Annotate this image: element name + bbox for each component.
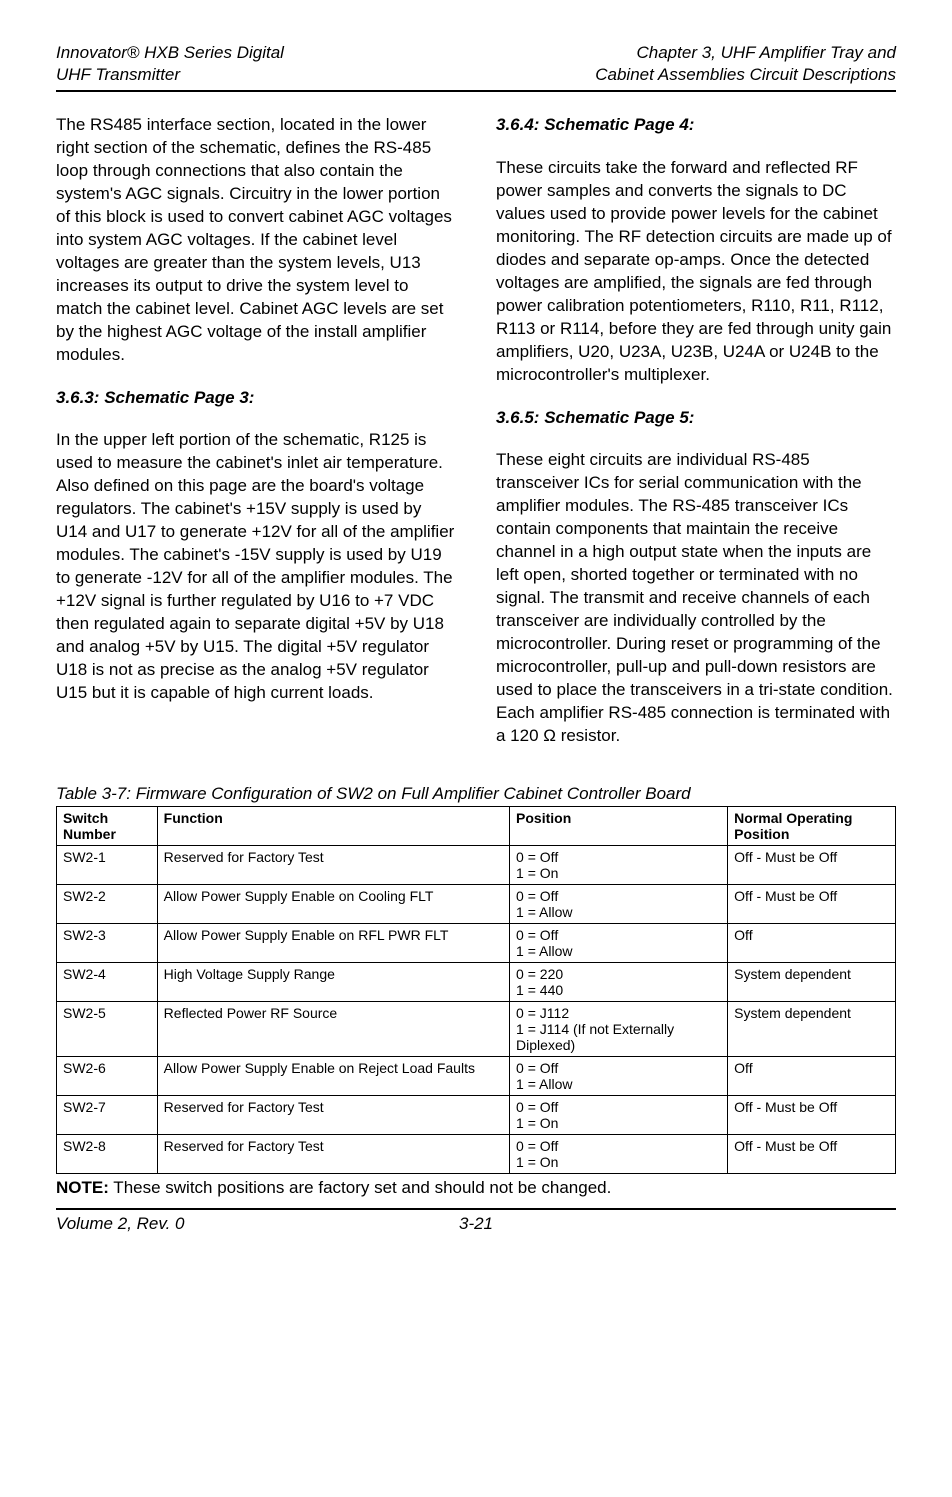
footer-rule <box>56 1208 896 1210</box>
para-3-6-5: These eight circuits are individual RS-4… <box>496 449 896 747</box>
header-left-line2: UHF Transmitter <box>56 65 180 84</box>
cell-sw: SW2-5 <box>57 1001 158 1056</box>
note: NOTE: These switch positions are factory… <box>56 1178 896 1198</box>
cell-pos: 0 = Off1 = On <box>510 1134 728 1173</box>
th-function: Function <box>157 806 509 845</box>
table-row: SW2-8 Reserved for Factory Test 0 = Off1… <box>57 1134 896 1173</box>
cell-norm: Off - Must be Off <box>728 1134 896 1173</box>
para-rs485: The RS485 interface section, located in … <box>56 114 456 366</box>
footer-page-number: 3-21 <box>336 1214 616 1234</box>
cell-sw: SW2-1 <box>57 845 158 884</box>
table-body: SW2-1 Reserved for Factory Test 0 = Off1… <box>57 845 896 1173</box>
para-3-6-4: These circuits take the forward and refl… <box>496 157 896 386</box>
note-text: These switch positions are factory set a… <box>109 1178 611 1197</box>
heading-3-6-4: 3.6.4: Schematic Page 4: <box>496 114 896 137</box>
sw2-config-table: Switch Number Function Position Normal O… <box>56 806 896 1174</box>
cell-pos: 0 = Off1 = Allow <box>510 923 728 962</box>
header-left: Innovator® HXB Series Digital UHF Transm… <box>56 42 284 86</box>
cell-pos: 0 = Off1 = On <box>510 845 728 884</box>
header-rule <box>56 90 896 92</box>
cell-fn: High Voltage Supply Range <box>157 962 509 1001</box>
table-row: SW2-3 Allow Power Supply Enable on RFL P… <box>57 923 896 962</box>
table-row: SW2-4 High Voltage Supply Range 0 = 2201… <box>57 962 896 1001</box>
footer-right <box>616 1214 896 1234</box>
header-right-line1: Chapter 3, UHF Amplifier Tray and <box>637 43 897 62</box>
footer-left: Volume 2, Rev. 0 <box>56 1214 336 1234</box>
th-position: Position <box>510 806 728 845</box>
right-column: 3.6.4: Schematic Page 4: These circuits … <box>496 114 896 767</box>
body-columns: The RS485 interface section, located in … <box>56 114 896 767</box>
table-row: SW2-6 Allow Power Supply Enable on Rejec… <box>57 1056 896 1095</box>
cell-sw: SW2-3 <box>57 923 158 962</box>
cell-fn: Reserved for Factory Test <box>157 845 509 884</box>
header-right: Chapter 3, UHF Amplifier Tray and Cabine… <box>595 42 896 86</box>
table-row: SW2-7 Reserved for Factory Test 0 = Off1… <box>57 1095 896 1134</box>
page: Innovator® HXB Series Digital UHF Transm… <box>0 0 952 1497</box>
th-normal-position: Normal Operating Position <box>728 806 896 845</box>
cell-pos: 0 = Off1 = On <box>510 1095 728 1134</box>
cell-pos: 0 = J1121 = J114 (If not Externally Dipl… <box>510 1001 728 1056</box>
header-right-line2: Cabinet Assemblies Circuit Descriptions <box>595 65 896 84</box>
cell-norm: Off <box>728 1056 896 1095</box>
cell-fn: Reserved for Factory Test <box>157 1095 509 1134</box>
cell-norm: Off - Must be Off <box>728 884 896 923</box>
table-row: SW2-2 Allow Power Supply Enable on Cooli… <box>57 884 896 923</box>
cell-sw: SW2-7 <box>57 1095 158 1134</box>
header-left-line1: Innovator® HXB Series Digital <box>56 43 284 62</box>
cell-norm: Off <box>728 923 896 962</box>
table-row: SW2-1 Reserved for Factory Test 0 = Off1… <box>57 845 896 884</box>
heading-3-6-5: 3.6.5: Schematic Page 5: <box>496 407 896 430</box>
cell-norm: System dependent <box>728 962 896 1001</box>
cell-fn: Reflected Power RF Source <box>157 1001 509 1056</box>
left-column: The RS485 interface section, located in … <box>56 114 456 767</box>
heading-3-6-3: 3.6.3: Schematic Page 3: <box>56 387 456 410</box>
page-header: Innovator® HXB Series Digital UHF Transm… <box>56 42 896 86</box>
note-label: NOTE: <box>56 1178 109 1197</box>
page-footer: Volume 2, Rev. 0 3-21 <box>56 1214 896 1234</box>
cell-pos: 0 = Off1 = Allow <box>510 1056 728 1095</box>
cell-sw: SW2-8 <box>57 1134 158 1173</box>
cell-sw: SW2-6 <box>57 1056 158 1095</box>
table-caption: Table 3-7: Firmware Configuration of SW2… <box>56 784 896 804</box>
cell-fn: Allow Power Supply Enable on RFL PWR FLT <box>157 923 509 962</box>
table-header-row: Switch Number Function Position Normal O… <box>57 806 896 845</box>
cell-norm: Off - Must be Off <box>728 845 896 884</box>
cell-norm: System dependent <box>728 1001 896 1056</box>
cell-norm: Off - Must be Off <box>728 1095 896 1134</box>
cell-sw: SW2-4 <box>57 962 158 1001</box>
cell-pos: 0 = Off1 = Allow <box>510 884 728 923</box>
th-switch-number: Switch Number <box>57 806 158 845</box>
cell-fn: Allow Power Supply Enable on Cooling FLT <box>157 884 509 923</box>
cell-sw: SW2-2 <box>57 884 158 923</box>
table-row: SW2-5 Reflected Power RF Source 0 = J112… <box>57 1001 896 1056</box>
cell-pos: 0 = 2201 = 440 <box>510 962 728 1001</box>
para-3-6-3: In the upper left portion of the schemat… <box>56 429 456 704</box>
cell-fn: Reserved for Factory Test <box>157 1134 509 1173</box>
cell-fn: Allow Power Supply Enable on Reject Load… <box>157 1056 509 1095</box>
